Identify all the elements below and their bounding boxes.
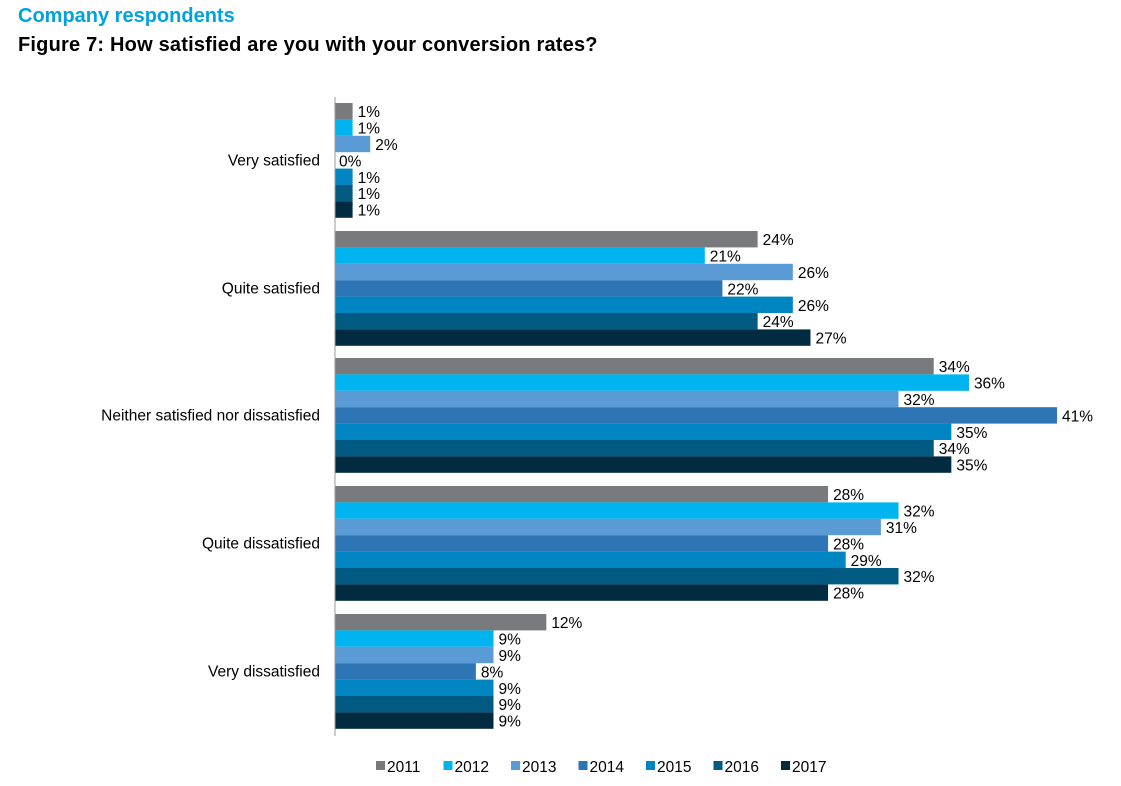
legend-swatch-2012 xyxy=(443,761,453,770)
bar-2013 xyxy=(335,263,793,281)
data-label: 1% xyxy=(358,186,381,203)
category-label: Neither satisfied nor dissatisfied xyxy=(101,407,320,424)
chart-title: Figure 7: How satisfied are you with you… xyxy=(18,34,598,56)
data-label: 27% xyxy=(815,331,846,348)
data-label: 9% xyxy=(498,632,521,649)
data-label: 32% xyxy=(904,569,935,586)
bar-2011 xyxy=(335,614,547,631)
bar-2014 xyxy=(335,535,829,552)
bar-2013 xyxy=(335,135,371,153)
bar-2013 xyxy=(335,390,899,408)
data-label: 12% xyxy=(551,615,582,632)
data-label: 9% xyxy=(498,681,521,698)
data-label: 0% xyxy=(339,153,362,170)
data-label: 28% xyxy=(833,586,864,603)
data-label: 26% xyxy=(798,265,829,282)
bar-2013 xyxy=(335,646,494,664)
legend-swatch-2016 xyxy=(713,761,723,770)
chart-supertitle: Company respondents xyxy=(18,5,235,27)
data-label: 1% xyxy=(358,170,381,187)
bar-2011 xyxy=(335,486,829,503)
bar-2011 xyxy=(335,358,934,375)
legend-swatch-2011 xyxy=(376,761,385,770)
data-label: 28% xyxy=(833,536,864,553)
bar-2017 xyxy=(335,584,829,601)
data-label: 36% xyxy=(974,376,1005,393)
category-label: Quite satisfied xyxy=(222,280,320,297)
bar-2015 xyxy=(335,168,353,185)
data-label: 1% xyxy=(358,121,381,138)
category-label: Very dissatisfied xyxy=(208,663,320,680)
data-label: 29% xyxy=(851,553,882,570)
bar-2017 xyxy=(335,201,353,218)
bar-2012 xyxy=(335,630,494,647)
data-label: 35% xyxy=(956,425,987,442)
bar-2015 xyxy=(335,423,952,440)
data-label: 8% xyxy=(481,664,504,681)
legend-swatch-2015 xyxy=(646,761,655,770)
bar-2016 xyxy=(335,440,934,457)
bar-2017 xyxy=(335,456,952,473)
bar-2015 xyxy=(335,679,494,696)
bar-2011 xyxy=(335,231,758,248)
legend-label: 2016 xyxy=(725,759,759,776)
data-label: 1% xyxy=(358,104,381,121)
data-label: 41% xyxy=(1062,408,1093,425)
legend-label: 2013 xyxy=(522,759,556,776)
data-label: 22% xyxy=(727,281,758,298)
legend-label: 2014 xyxy=(590,759,625,776)
category-label: Quite dissatisfied xyxy=(202,535,320,552)
data-label: 9% xyxy=(498,648,521,665)
bar-2011 xyxy=(335,103,353,120)
data-label: 9% xyxy=(498,714,521,731)
legend-swatch-2013 xyxy=(511,761,520,770)
legend-label: 2015 xyxy=(657,759,691,776)
data-label: 32% xyxy=(904,392,935,409)
data-label: 32% xyxy=(904,504,935,521)
legend-swatch-2017 xyxy=(781,761,790,770)
bar-2012 xyxy=(335,119,353,136)
legend-label: 2017 xyxy=(792,759,826,776)
legend-swatch-2014 xyxy=(578,761,588,770)
bar-2014 xyxy=(335,280,723,297)
bar-2013 xyxy=(335,518,881,536)
bar-2016 xyxy=(335,313,758,330)
bar-2015 xyxy=(335,296,793,313)
bar-2015 xyxy=(335,551,846,568)
data-label: 34% xyxy=(939,359,970,376)
bar-2017 xyxy=(335,712,494,729)
category-label: Very satisfied xyxy=(228,152,320,169)
legend-label: 2012 xyxy=(455,759,489,776)
data-label: 35% xyxy=(956,458,987,475)
bar-2012 xyxy=(335,374,969,391)
data-label: 24% xyxy=(763,314,794,331)
bar-2017 xyxy=(335,329,811,346)
bar-2016 xyxy=(335,185,353,202)
legend-label: 2011 xyxy=(387,759,420,776)
bar-2014 xyxy=(335,663,476,680)
data-label: 21% xyxy=(710,249,741,266)
data-label: 24% xyxy=(763,232,794,249)
data-label: 34% xyxy=(939,441,970,458)
bar-2016 xyxy=(335,696,494,713)
data-label: 1% xyxy=(358,203,381,220)
data-label: 31% xyxy=(886,520,917,537)
data-label: 26% xyxy=(798,298,829,315)
bar-2016 xyxy=(335,568,899,585)
bar-2012 xyxy=(335,502,899,519)
bar-2014 xyxy=(335,407,1057,424)
data-label: 28% xyxy=(833,487,864,504)
bar-2012 xyxy=(335,247,705,264)
data-label: 2% xyxy=(375,137,398,154)
data-label: 9% xyxy=(498,697,521,714)
